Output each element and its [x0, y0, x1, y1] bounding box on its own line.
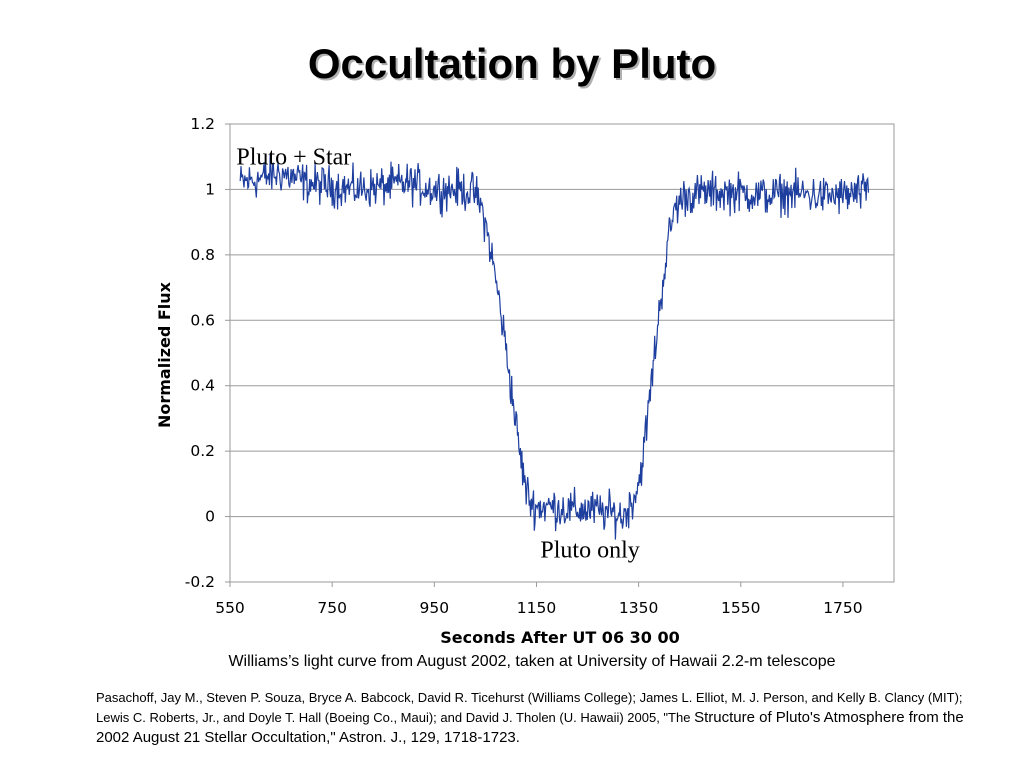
y-tick-label: 0.6 — [190, 311, 215, 329]
annotation-label: Pluto + Star — [236, 145, 351, 171]
citation-text-large: Structure of Pluto's Atmosphere from the… — [96, 709, 964, 746]
y-axis-title: Normalized Flux — [155, 281, 174, 428]
x-tick-label: 950 — [420, 599, 450, 617]
x-tick-label: 1550 — [721, 599, 760, 617]
y-tick-label: 0 — [205, 508, 215, 526]
x-tick-label: 1350 — [619, 599, 658, 617]
x-tick-label: 1750 — [823, 599, 862, 617]
citation-reference: Pasachoff, Jay M., Steven P. Souza, Bryc… — [96, 688, 968, 748]
y-tick-label: 0.8 — [190, 246, 215, 264]
y-tick-label: 1 — [205, 180, 215, 198]
x-tick-label: 750 — [317, 599, 347, 617]
figure-caption: Williams’s light curve from August 2002,… — [228, 653, 836, 670]
citation-text: Pasachoff, Jay M., Steven P. Souza, Bryc… — [96, 690, 963, 725]
x-tick-label: 550 — [215, 599, 245, 617]
slide-title: Occultation by Pluto — [307, 40, 717, 87]
y-tick-label: 0.2 — [190, 442, 215, 460]
flux-series-line — [239, 153, 870, 540]
x-tick-label: 1150 — [517, 599, 556, 617]
x-axis-title: Seconds After UT 06 30 00 — [440, 628, 680, 647]
y-tick-label: 1.2 — [190, 115, 215, 133]
annotation-label: Pluto only — [540, 537, 639, 563]
y-tick-label: 0.4 — [190, 377, 215, 395]
y-tick-label: -0.2 — [185, 573, 215, 591]
